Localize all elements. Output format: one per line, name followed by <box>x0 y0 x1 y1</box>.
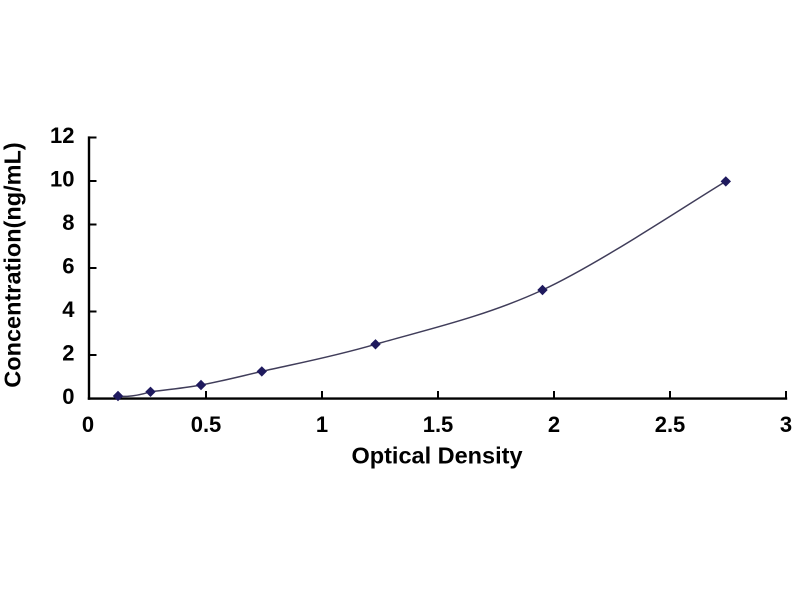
svg-text:0.5: 0.5 <box>191 412 222 437</box>
svg-text:3: 3 <box>780 412 792 437</box>
svg-text:12: 12 <box>50 123 74 148</box>
svg-text:4: 4 <box>62 297 75 322</box>
svg-text:8: 8 <box>62 210 74 235</box>
svg-text:0: 0 <box>82 412 94 437</box>
svg-text:2: 2 <box>62 341 74 366</box>
svg-text:6: 6 <box>62 254 74 279</box>
svg-text:Optical Density: Optical Density <box>351 443 522 469</box>
svg-text:1.5: 1.5 <box>423 412 454 437</box>
svg-text:10: 10 <box>50 167 74 192</box>
svg-text:Concentration(ng/mL): Concentration(ng/mL) <box>0 142 26 387</box>
svg-text:2: 2 <box>548 412 560 437</box>
svg-text:0: 0 <box>62 384 74 409</box>
svg-text:1: 1 <box>316 412 328 437</box>
svg-text:2.5: 2.5 <box>655 412 686 437</box>
